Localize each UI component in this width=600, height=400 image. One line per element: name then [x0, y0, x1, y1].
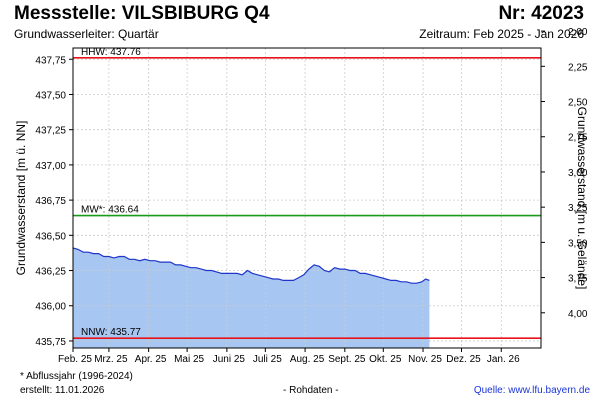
- y2-tick-label: 2,75: [568, 133, 588, 144]
- y-tick-label: 436,50: [35, 231, 66, 242]
- hhw-label: HHW: 437.76: [81, 47, 141, 58]
- y2-tick-label: 3,25: [568, 203, 588, 214]
- y-tick-label: 437,75: [35, 55, 66, 66]
- x-tick-label: Apr. 25: [135, 354, 167, 365]
- x-tick-label: Okt. 25: [369, 354, 402, 365]
- station-number: Nr: 42023: [498, 3, 584, 24]
- x-tick-label: Sept. 25: [328, 354, 366, 365]
- water-level-area: [73, 248, 430, 348]
- page-title: Messstelle: VILSBIBURG Q4: [14, 3, 270, 24]
- x-tick-label: Juli 25: [253, 354, 282, 365]
- y2-tick-label: 2,00: [568, 27, 588, 38]
- y2-tick-label: 4,00: [568, 309, 588, 320]
- x-tick-label: Nov. 25: [408, 354, 442, 365]
- period-label: Zeitraum: Feb 2025 - Jan 2026: [419, 27, 584, 41]
- mw-label: MW*: 436.64: [81, 205, 139, 216]
- plot-frame: [72, 47, 542, 349]
- x-tick-label: Aug. 25: [290, 354, 325, 365]
- y-tick-label: 436,25: [35, 267, 66, 278]
- source-link[interactable]: Quelle: www.lfu.bayern.de: [473, 385, 590, 396]
- y2-tick-label: 3,00: [568, 168, 588, 179]
- x-tick-label: Jan. 26: [487, 354, 520, 365]
- aquifer-subtitle: Grundwasserleiter: Quartär: [14, 27, 159, 41]
- y-axis-label: Grundwasserstand [m ü. NN]: [14, 121, 28, 276]
- water-level-line: [72, 247, 430, 284]
- nnw-label: NNW: 435.77: [81, 327, 141, 338]
- y2-tick-label: 3,75: [568, 274, 588, 285]
- y-tick-label: 437,50: [35, 90, 66, 101]
- x-tick-label: Mai 25: [174, 354, 204, 365]
- y-tick-label: 437,00: [35, 161, 66, 172]
- y2-axis-label: Grundwasserstand [m u. Gelände]: [575, 107, 589, 290]
- created-date: erstellt: 11.01.2026: [20, 385, 105, 396]
- raw-data-note: - Rohdaten -: [283, 385, 339, 396]
- y-tick-label: 436,00: [35, 302, 66, 313]
- x-tick-label: Juni 25: [213, 354, 246, 365]
- x-tick-label: Mrz. 25: [94, 354, 128, 365]
- footnote: * Abflussjahr (1996-2024): [20, 371, 133, 382]
- x-tick-label: Feb. 25: [58, 354, 92, 365]
- y2-tick-label: 2,50: [568, 98, 588, 109]
- y2-tick-label: 2,25: [568, 62, 588, 73]
- y-tick-label: 435,75: [35, 337, 66, 348]
- y-tick-label: 437,25: [35, 126, 66, 137]
- y2-tick-label: 3,50: [568, 238, 588, 249]
- x-tick-label: Dez. 25: [446, 354, 481, 365]
- y-tick-label: 436,75: [35, 196, 66, 207]
